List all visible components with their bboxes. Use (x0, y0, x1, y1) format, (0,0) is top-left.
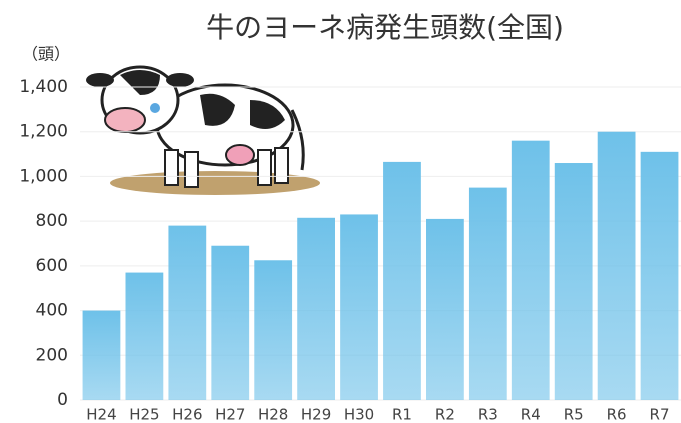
x-tick-label: R4 (521, 406, 541, 423)
x-tick-label: R2 (435, 406, 455, 423)
y-tick-label: 600 (36, 256, 68, 276)
x-tick-label: H27 (215, 406, 245, 423)
x-tick-label: R7 (650, 406, 670, 423)
y-tick-label: 400 (36, 301, 68, 321)
y-tick-label: 1,000 (19, 166, 68, 186)
bar (426, 219, 464, 400)
bar (126, 273, 164, 400)
bar (555, 163, 593, 400)
cow-illustration (86, 55, 333, 205)
y-tick-label: 0 (57, 390, 68, 410)
x-tick-label: R1 (392, 406, 412, 423)
x-tick-label: H26 (172, 406, 202, 423)
x-tick-label: H29 (301, 406, 331, 423)
bar (512, 141, 550, 400)
bar (211, 246, 249, 400)
y-tick-label: 1,400 (19, 77, 68, 97)
x-tick-label: H28 (258, 406, 288, 423)
x-tick-label: H25 (129, 406, 159, 423)
bar (297, 218, 335, 400)
bar (83, 311, 121, 400)
bar (383, 162, 421, 400)
y-axis-label: （頭） (22, 45, 70, 64)
y-tick-label: 1,200 (19, 122, 68, 142)
y-tick-label: 800 (36, 211, 68, 231)
bar (598, 132, 636, 400)
chart: 牛のヨーネ病発生頭数(全国) （頭） 0 200 400 600 800 1,000 1,2… (0, 0, 681, 423)
x-tick-label: H24 (86, 406, 116, 423)
bar (340, 214, 378, 400)
bar (254, 260, 292, 400)
chart-title: 牛のヨーネ病発生頭数(全国) (206, 11, 564, 44)
x-tick-label: R3 (478, 406, 498, 423)
x-tick-label: R6 (607, 406, 627, 423)
bar (469, 188, 507, 400)
bar (641, 152, 679, 400)
y-tick-label: 200 (36, 345, 68, 365)
bar (168, 226, 206, 400)
x-tick-label: H30 (344, 406, 374, 423)
x-tick-label: R5 (564, 406, 584, 423)
